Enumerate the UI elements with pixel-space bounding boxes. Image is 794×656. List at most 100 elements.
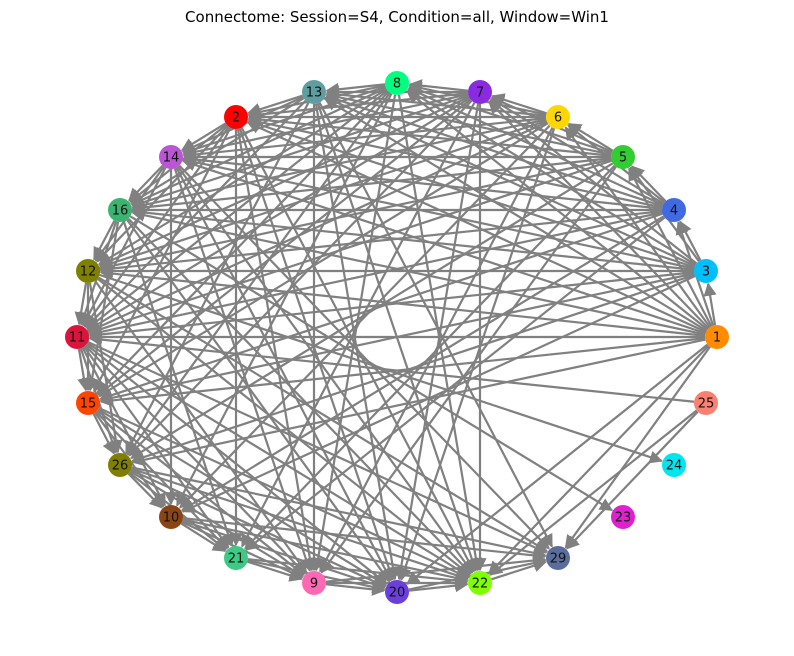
edge-12-29 xyxy=(97,276,549,553)
node-circle-11 xyxy=(65,325,89,349)
node-circle-4 xyxy=(662,198,686,222)
edge-8-22 xyxy=(397,94,483,572)
edge-7-8 xyxy=(408,79,469,93)
node-1: 1 xyxy=(705,325,729,349)
node-label-25: 25 xyxy=(698,397,715,412)
edge-5-8 xyxy=(408,84,612,155)
node-13: 13 xyxy=(302,80,326,104)
node-circle-14 xyxy=(159,145,183,169)
node-label-5: 5 xyxy=(619,151,627,166)
node-circle-29 xyxy=(546,546,570,570)
edge-4-8 xyxy=(407,87,664,206)
node-circle-25 xyxy=(694,391,718,415)
edge-15-21 xyxy=(95,410,228,550)
node-circle-12 xyxy=(76,259,100,283)
edge-13-26 xyxy=(125,102,310,455)
edge-12-11 xyxy=(74,282,88,326)
node-label-20: 20 xyxy=(389,586,406,601)
edge-4-13 xyxy=(325,93,663,208)
node-5: 5 xyxy=(611,145,635,169)
edge-15-9 xyxy=(96,409,305,576)
edge-7-2 xyxy=(247,92,469,122)
node-label-7: 7 xyxy=(476,86,484,101)
edge-7-21 xyxy=(241,102,476,548)
edge-1-29 xyxy=(564,346,711,549)
edge-7-12 xyxy=(98,95,470,267)
edge-15-26 xyxy=(92,413,116,455)
node-label-9: 9 xyxy=(310,577,318,592)
node-3: 3 xyxy=(694,259,718,283)
node-21: 21 xyxy=(224,546,248,570)
edge-8-16 xyxy=(130,87,387,206)
node-label-2: 2 xyxy=(232,111,240,126)
edge-3-10 xyxy=(181,275,696,513)
edge-5-13 xyxy=(325,90,612,156)
edge-1-3 xyxy=(703,282,717,326)
edge-11-29 xyxy=(87,341,548,554)
node-7: 7 xyxy=(468,80,492,104)
edge-7-15 xyxy=(97,98,472,396)
edge-8-10 xyxy=(176,93,393,507)
node-label-10: 10 xyxy=(163,511,180,526)
edge-7-20 xyxy=(394,103,480,581)
node-label-6: 6 xyxy=(554,111,562,126)
node-4: 4 xyxy=(662,198,686,222)
edge-13-2 xyxy=(247,94,303,116)
edge-13-20 xyxy=(314,103,400,581)
edge-21-22 xyxy=(247,558,469,588)
node-circle-9 xyxy=(302,571,326,595)
node-circle-23 xyxy=(611,505,635,529)
edge-1-7 xyxy=(488,100,710,330)
node-label-29: 29 xyxy=(550,552,567,567)
node-10: 10 xyxy=(159,505,183,529)
node-16: 16 xyxy=(108,198,132,222)
edge-6-20 xyxy=(398,128,556,581)
node-20: 20 xyxy=(385,580,409,604)
edge-7-16 xyxy=(131,94,469,209)
edge-4-15 xyxy=(99,212,663,402)
node-circle-21 xyxy=(224,546,248,570)
edge-2-14 xyxy=(180,122,227,152)
edge-6-10 xyxy=(179,124,551,509)
node-label-14: 14 xyxy=(163,151,180,166)
node-9: 9 xyxy=(302,571,326,595)
edge-1-20 xyxy=(406,343,709,585)
edge-4-12 xyxy=(99,210,663,275)
node-11: 11 xyxy=(65,325,89,349)
edge-14-11 xyxy=(82,167,167,327)
edge-11-22 xyxy=(86,342,471,578)
edge-5-6 xyxy=(567,122,614,152)
node-circle-1 xyxy=(705,325,729,349)
node-label-12: 12 xyxy=(80,265,97,280)
edge-13-11 xyxy=(85,99,307,329)
node-circle-3 xyxy=(694,259,718,283)
edge-3-8 xyxy=(406,88,697,266)
node-25: 25 xyxy=(694,391,718,415)
edge-4-21 xyxy=(245,216,666,551)
edge-20-22 xyxy=(408,579,469,593)
edge-26-29 xyxy=(131,466,547,560)
edge-10-29 xyxy=(182,517,547,562)
edge-15-20 xyxy=(97,408,388,587)
edge-26-9 xyxy=(129,470,305,578)
node-label-26: 26 xyxy=(112,459,129,474)
node-circle-13 xyxy=(302,80,326,104)
edge-6-15 xyxy=(97,122,549,398)
edge-1-22 xyxy=(488,344,710,575)
edge-8-9 xyxy=(311,94,397,572)
node-12: 12 xyxy=(76,259,100,283)
edge-3-16 xyxy=(131,206,695,271)
edge-6-7 xyxy=(491,93,547,115)
edge-8-13 xyxy=(325,82,386,96)
edge-11-9 xyxy=(84,344,306,575)
node-circle-8 xyxy=(385,71,409,95)
edge-21-9 xyxy=(247,560,303,582)
node-circle-16 xyxy=(108,198,132,222)
node-label-3: 3 xyxy=(702,265,710,280)
edge-14-16 xyxy=(128,164,164,202)
node-label-16: 16 xyxy=(112,204,129,219)
edge-5-2 xyxy=(247,112,612,157)
edge-25-29 xyxy=(566,410,699,550)
